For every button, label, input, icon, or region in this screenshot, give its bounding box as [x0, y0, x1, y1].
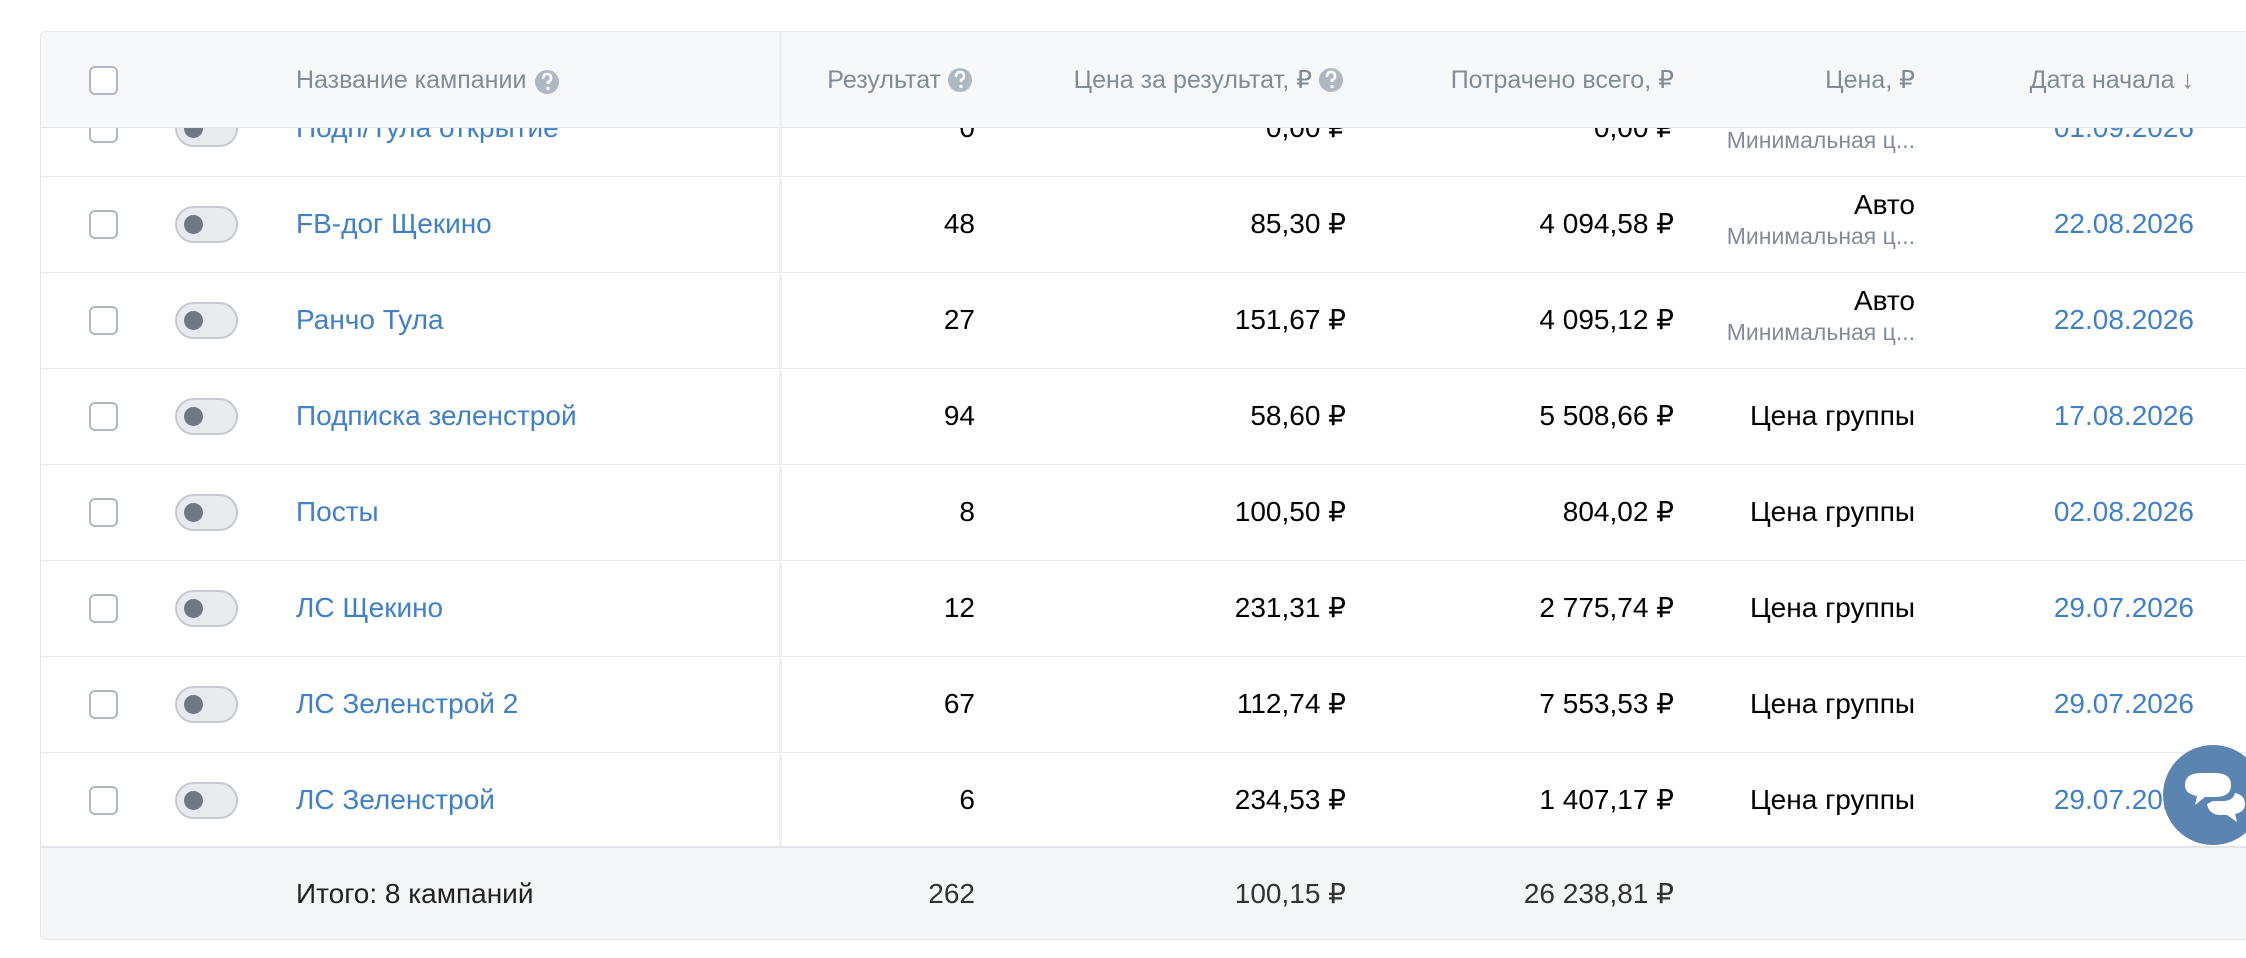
price-note: Минимальная ц...: [1726, 319, 1915, 345]
header-cell[interactable]: Дата начала ↓: [2029, 66, 2194, 94]
header-cell: Результат: [827, 66, 941, 94]
status-toggle[interactable]: [175, 494, 238, 531]
table-row: ЛС Зеленстрой 6 234,53 ₽ 1 407,17 ₽ Цена гру…: [41, 753, 2246, 846]
cost-per-result: 58,60 ₽: [1250, 400, 1346, 431]
spent: 4 095,12 ₽: [1539, 304, 1674, 335]
start-date[interactable]: 01.09.2026: [2054, 128, 2194, 145]
cost-per-result: 0,00 ₽: [1266, 128, 1346, 145]
price: Цена группы: [1749, 496, 1915, 527]
price: Авто: [1853, 285, 1915, 316]
row-checkbox[interactable]: [89, 594, 118, 623]
price: Цена группы: [1749, 688, 1915, 719]
price: Цена группы: [1749, 784, 1915, 815]
start-date[interactable]: 17.08.2026: [2053, 400, 2194, 431]
price: Цена группы: [1749, 592, 1915, 623]
status-toggle[interactable]: [175, 686, 238, 723]
total-result: 262: [928, 878, 975, 909]
cost-per-result: 112,74 ₽: [1236, 688, 1346, 719]
start-date[interactable]: 22.08.2026: [2053, 208, 2194, 239]
select-all-checkbox[interactable]: [89, 66, 118, 95]
header-cell: Цена за результат, ₽: [1073, 66, 1312, 94]
spent: 2 775,74 ₽: [1539, 592, 1674, 623]
table-header: Название кампании Результат Цена за резуль…: [41, 32, 2246, 128]
table-row: ЛС Щекино 12 231,31 ₽ 2 775,74 ₽ Цена группы…: [41, 561, 2246, 657]
price: Авто: [1853, 189, 1915, 220]
result: 6: [959, 784, 975, 815]
total-spent: 26 238,81 ₽: [1523, 878, 1674, 909]
total-cost-per-result: 100,15 ₽: [1234, 878, 1346, 909]
status-toggle[interactable]: [175, 398, 238, 435]
spent: 5 508,66 ₽: [1539, 400, 1674, 431]
campaign-name[interactable]: Подп/Тула открытие: [296, 128, 559, 145]
row-checkbox[interactable]: [89, 128, 118, 143]
table-row: FB-дог Щекино 48 85,30 ₽ 4 094,58 ₽ Авто Мини…: [41, 177, 2246, 273]
row-checkbox[interactable]: [89, 306, 118, 335]
spent: 7 553,53 ₽: [1539, 688, 1674, 719]
status-toggle[interactable]: [175, 302, 238, 339]
table-row: Ранчо Тула 27 151,67 ₽ 4 095,12 ₽ Авто Минима…: [41, 273, 2246, 369]
header-cell: Цена, ₽: [1825, 66, 1915, 94]
result: 0: [959, 128, 975, 145]
help-icon[interactable]: [947, 67, 973, 93]
cost-per-result: 85,30 ₽: [1250, 208, 1346, 239]
spent: 804,02 ₽: [1562, 496, 1674, 527]
table-row: Подп/Тула открытие 0 0,00 ₽ 0,00 ₽ Минимальн…: [41, 128, 2246, 177]
status-toggle[interactable]: [175, 782, 238, 819]
cost-per-result: 234,53 ₽: [1234, 784, 1346, 815]
price-note: Минимальная ц...: [1726, 223, 1915, 249]
status-toggle[interactable]: [175, 128, 238, 147]
campaign-name[interactable]: FB-дог Щекино: [296, 208, 492, 239]
campaign-name[interactable]: Подписка зеленстрой: [296, 400, 577, 431]
result: 8: [959, 496, 975, 527]
row-checkbox[interactable]: [89, 402, 118, 431]
result: 48: [943, 208, 975, 239]
start-date[interactable]: 02.08.2026: [2053, 496, 2194, 527]
table-body: Подп/Тула открытие 0 0,00 ₽ 0,00 ₽ Минимальн…: [41, 128, 2246, 846]
campaign-name[interactable]: Посты: [296, 496, 379, 527]
table-row: Подписка зеленстрой 94 58,60 ₽ 5 508,66 ₽ Це…: [41, 369, 2246, 465]
column-divider: [779, 32, 782, 846]
status-toggle[interactable]: [175, 206, 238, 243]
result: 94: [943, 400, 975, 431]
help-icon[interactable]: [1318, 67, 1344, 93]
row-checkbox[interactable]: [89, 786, 118, 815]
price: Цена группы: [1749, 400, 1915, 431]
price-note: Минимальная ц...: [1726, 128, 1915, 153]
campaign-table: Название кампании Результат Цена за резуль…: [40, 31, 2246, 940]
header-cell: Название кампании: [296, 66, 527, 94]
campaign-name[interactable]: ЛС Зеленстрой: [296, 784, 495, 815]
spent: 1 407,17 ₽: [1539, 784, 1674, 815]
result: 12: [943, 592, 975, 623]
cost-per-result: 151,67 ₽: [1234, 304, 1346, 335]
cost-per-result: 231,31 ₽: [1234, 592, 1346, 623]
chat-button[interactable]: [2163, 745, 2246, 845]
table-footer: Итого: 8 кампаний 262 100,15 ₽ 26 238,81 ₽: [41, 846, 2246, 939]
cost-per-result: 100,50 ₽: [1234, 496, 1346, 527]
start-date[interactable]: 22.08.2026: [2053, 304, 2194, 335]
row-checkbox[interactable]: [89, 210, 118, 239]
table-row: ЛС Зеленстрой 2 67 112,74 ₽ 7 553,53 ₽ Цена …: [41, 657, 2246, 753]
row-checkbox[interactable]: [89, 498, 118, 527]
total-label: Итого: 8 кампаний: [296, 878, 534, 909]
campaign-name[interactable]: Ранчо Тула: [296, 304, 444, 335]
spent: 4 094,58 ₽: [1539, 208, 1674, 239]
result: 67: [943, 688, 975, 719]
start-date[interactable]: 29.07.2026: [2053, 592, 2194, 623]
table-row: Посты 8 100,50 ₽ 804,02 ₽ Цена группы 02.08.2…: [41, 465, 2246, 561]
row-checkbox[interactable]: [89, 690, 118, 719]
status-toggle[interactable]: [175, 590, 238, 627]
result: 27: [943, 304, 975, 335]
start-date[interactable]: 29.07.2026: [2053, 688, 2194, 719]
header-cell: Потрачено всего, ₽: [1450, 66, 1674, 94]
help-icon[interactable]: [534, 69, 560, 95]
campaign-name[interactable]: ЛС Зеленстрой 2: [296, 688, 519, 719]
spent: 0,00 ₽: [1594, 128, 1674, 145]
campaign-name[interactable]: ЛС Щекино: [296, 592, 444, 623]
